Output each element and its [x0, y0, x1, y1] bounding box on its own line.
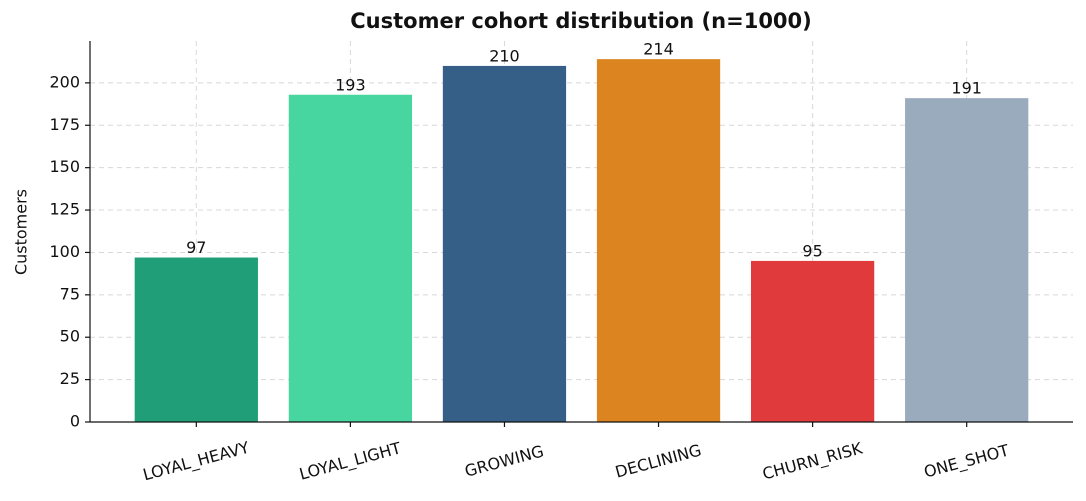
x-tick-label: LOYAL_HEAVY: [141, 438, 252, 486]
x-tick-label: GROWING: [463, 441, 546, 480]
bar: [288, 94, 413, 422]
x-tick-label: DECLINING: [613, 440, 703, 481]
bar: [442, 65, 567, 422]
y-tick-label: 175: [49, 115, 80, 134]
y-tick-label: 200: [49, 72, 80, 91]
y-tick-label: 125: [49, 200, 80, 219]
x-tick-label: CHURN_RISK: [760, 438, 865, 484]
bar: [750, 260, 875, 422]
y-tick-label: 100: [49, 242, 80, 261]
y-tick-label: 25: [60, 369, 80, 388]
data-label: 191: [951, 79, 982, 98]
data-label: 95: [802, 241, 822, 260]
data-label: 97: [186, 238, 206, 257]
y-tick-label: 75: [60, 284, 80, 303]
y-axis-label: Customers: [12, 189, 31, 275]
bar: [905, 98, 1029, 422]
bar: [596, 59, 721, 423]
y-tick-label: 50: [60, 327, 80, 346]
y-tick-label: 150: [49, 157, 80, 176]
data-label: 214: [643, 40, 674, 59]
bar: [134, 257, 258, 422]
x-tick-label: LOYAL_LIGHT: [297, 438, 403, 484]
chart-title: Customer cohort distribution (n=1000): [350, 9, 812, 33]
x-tick-label: ONE_SHOT: [922, 441, 1012, 483]
data-label: 193: [335, 75, 366, 94]
y-tick-label: 0: [70, 412, 80, 431]
data-label: 210: [489, 46, 520, 65]
